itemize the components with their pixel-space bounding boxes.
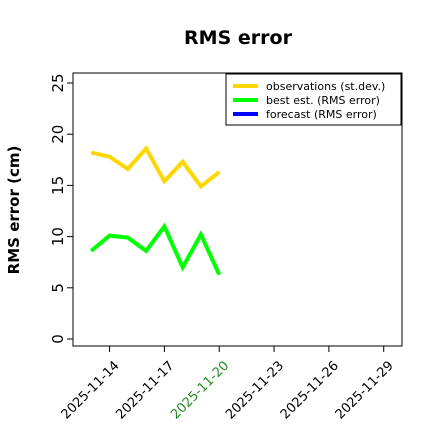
y-axis: 0 5 10 15 20 25 xyxy=(49,73,73,344)
y-axis-label: RMS error (cm) xyxy=(5,146,23,275)
x-tick-label: 2025-11-26 xyxy=(278,358,342,422)
plot-area xyxy=(72,72,403,347)
data-point xyxy=(182,161,184,163)
data-point xyxy=(90,152,92,154)
data-point xyxy=(127,168,129,170)
y-tick-label: 25 xyxy=(49,73,67,92)
x-tick-label: 2025-11-20 xyxy=(168,358,232,422)
series-line-0 xyxy=(90,145,221,190)
y-tick-label: 5 xyxy=(49,283,67,293)
y-tick-label: 20 xyxy=(49,125,67,144)
x-tick-label: 2025-11-14 xyxy=(59,358,123,422)
series-layer xyxy=(90,145,222,276)
legend-label: observations (st.dev.) xyxy=(266,80,385,93)
y-tick-label: 15 xyxy=(49,176,67,195)
data-point xyxy=(109,235,111,237)
data-point xyxy=(127,237,129,239)
x-tick-label: 2025-11-17 xyxy=(113,358,177,422)
x-axis: 2025-11-142025-11-172025-11-202025-11-23… xyxy=(59,346,397,422)
data-point xyxy=(163,180,165,182)
data-point xyxy=(163,225,165,227)
legend-label: forecast (RMS error) xyxy=(266,108,377,121)
data-point xyxy=(182,266,184,268)
data-point xyxy=(109,156,111,158)
data-point xyxy=(145,148,147,150)
series-line-1 xyxy=(90,222,222,276)
legend-label: best est. (RMS error) xyxy=(266,94,380,107)
legend: observations (st.dev.)best est. (RMS err… xyxy=(225,73,402,126)
data-point xyxy=(145,250,147,252)
data-point xyxy=(218,171,220,173)
y-tick-label: 10 xyxy=(49,227,67,246)
x-tick-label: 2025-11-29 xyxy=(333,358,397,422)
y-tick-label: 0 xyxy=(49,334,67,344)
data-point xyxy=(200,185,202,187)
x-tick-label: 2025-11-23 xyxy=(223,358,287,422)
data-point xyxy=(218,273,220,275)
data-point xyxy=(90,250,92,252)
data-point xyxy=(200,234,202,236)
chart-title: RMS error xyxy=(184,27,293,49)
